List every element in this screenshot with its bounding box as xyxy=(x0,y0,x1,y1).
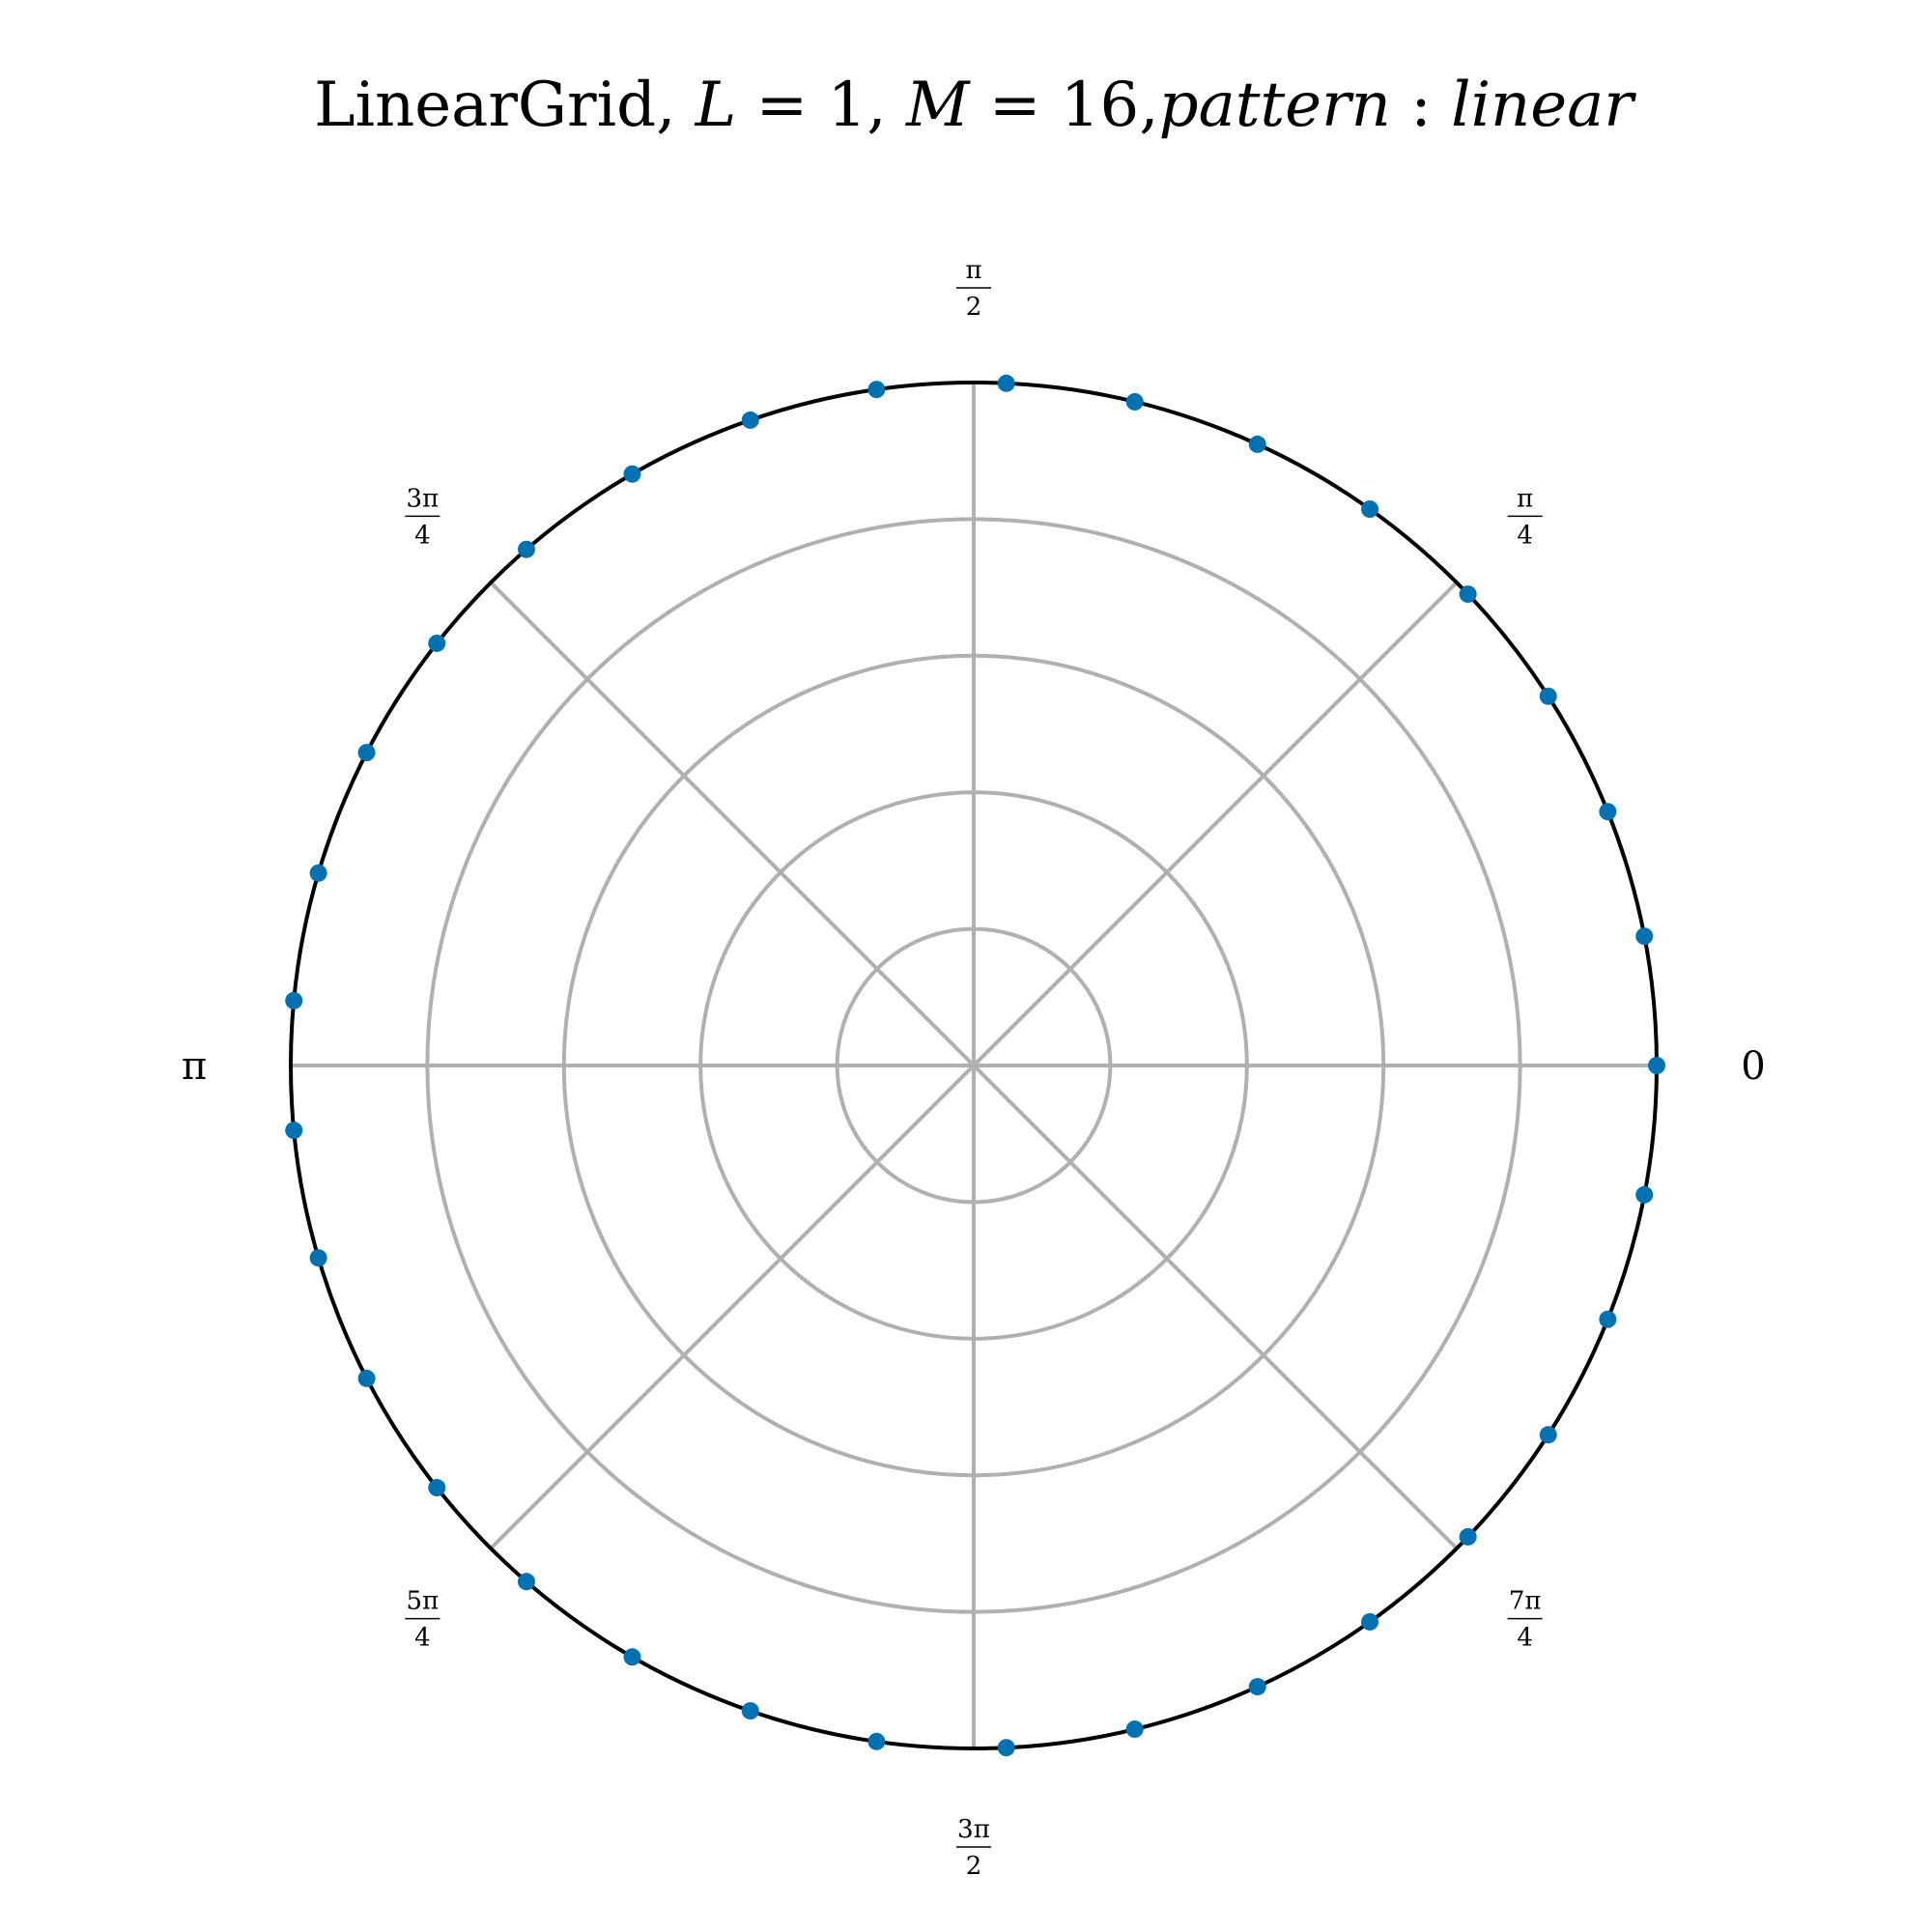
data-point-27 xyxy=(1248,1678,1266,1696)
data-point-10 xyxy=(741,411,759,429)
chart-title-pattern-value: linear xyxy=(1451,70,1636,141)
angle-tick-label-0: 0 xyxy=(1741,1044,1765,1089)
angle-tick-denominator-225: 4 xyxy=(414,1624,431,1653)
data-point-7 xyxy=(1125,392,1144,411)
data-point-32 xyxy=(1635,1185,1654,1204)
angular-gridline-225 xyxy=(489,1064,976,1550)
chart-title-l-eq: = 1, xyxy=(736,70,906,141)
data-point-6 xyxy=(1248,435,1266,453)
data-point-13 xyxy=(428,634,446,652)
angle-tick-denominator-90: 2 xyxy=(966,293,982,322)
chart-title-l-label: L xyxy=(695,70,737,141)
angle-tick-135: 3π4 xyxy=(405,484,440,550)
data-points xyxy=(285,374,1665,1757)
data-point-29 xyxy=(1459,1527,1477,1546)
data-point-3 xyxy=(1539,687,1557,705)
chart-title-prefix: LinearGrid, xyxy=(314,70,696,141)
chart-title-m-label: M xyxy=(905,70,971,141)
angle-tick-315: 7π4 xyxy=(1507,1587,1543,1653)
angle-tick-0: 0 xyxy=(1741,1044,1765,1089)
angle-tick-90: π2 xyxy=(956,256,991,322)
angle-tick-numerator-45: π xyxy=(1517,484,1533,513)
angle-tick-label-180: π xyxy=(182,1044,207,1089)
chart-title-m-eq: = 16, xyxy=(970,70,1159,141)
angle-tick-270: 3π2 xyxy=(956,1815,991,1881)
data-point-21 xyxy=(518,1573,536,1591)
angle-tick-45: π4 xyxy=(1507,484,1543,550)
angular-grid xyxy=(291,383,1657,1748)
data-point-31 xyxy=(1599,1310,1617,1328)
data-point-24 xyxy=(867,1732,886,1750)
chart-title-pattern-sep: : xyxy=(1391,70,1451,141)
angle-tick-numerator-225: 5π xyxy=(407,1587,440,1616)
data-point-0 xyxy=(1648,1057,1665,1074)
data-point-16 xyxy=(285,991,303,1009)
data-point-2 xyxy=(1599,803,1617,821)
chart-title: LinearGrid, L = 1, M = 16,pattern : line… xyxy=(314,70,1636,141)
angle-tick-denominator-135: 4 xyxy=(414,521,431,550)
data-point-9 xyxy=(867,381,886,399)
data-point-8 xyxy=(997,374,1015,392)
data-point-14 xyxy=(357,744,376,762)
angular-gridline-135 xyxy=(489,581,976,1067)
angle-tick-numerator-90: π xyxy=(965,256,981,285)
angle-tick-denominator-315: 4 xyxy=(1517,1624,1533,1653)
data-point-20 xyxy=(428,1479,446,1497)
angle-tick-180: π xyxy=(182,1044,207,1089)
angle-tick-denominator-270: 2 xyxy=(966,1852,982,1881)
data-point-19 xyxy=(357,1369,376,1387)
data-point-25 xyxy=(997,1739,1015,1757)
angular-gridline-315 xyxy=(972,1064,1459,1550)
data-point-5 xyxy=(1361,500,1379,519)
data-point-23 xyxy=(741,1702,759,1720)
data-point-18 xyxy=(309,1249,327,1267)
angle-tick-denominator-45: 4 xyxy=(1517,521,1533,550)
data-point-30 xyxy=(1539,1426,1557,1444)
data-point-15 xyxy=(309,864,327,882)
data-point-12 xyxy=(518,540,536,558)
angle-tick-numerator-135: 3π xyxy=(407,484,440,513)
angle-tick-numerator-315: 7π xyxy=(1509,1587,1542,1616)
chart-title-pattern-label: pattern xyxy=(1159,70,1391,141)
data-point-4 xyxy=(1459,585,1477,604)
angle-tick-225: 5π4 xyxy=(405,1587,440,1653)
data-point-11 xyxy=(623,465,641,483)
angle-tick-numerator-270: 3π xyxy=(957,1815,990,1844)
data-point-26 xyxy=(1125,1720,1144,1739)
data-point-28 xyxy=(1361,1612,1379,1631)
angular-gridline-45 xyxy=(972,581,1459,1067)
data-point-17 xyxy=(285,1122,303,1140)
data-point-1 xyxy=(1635,927,1654,946)
data-point-22 xyxy=(623,1648,641,1666)
